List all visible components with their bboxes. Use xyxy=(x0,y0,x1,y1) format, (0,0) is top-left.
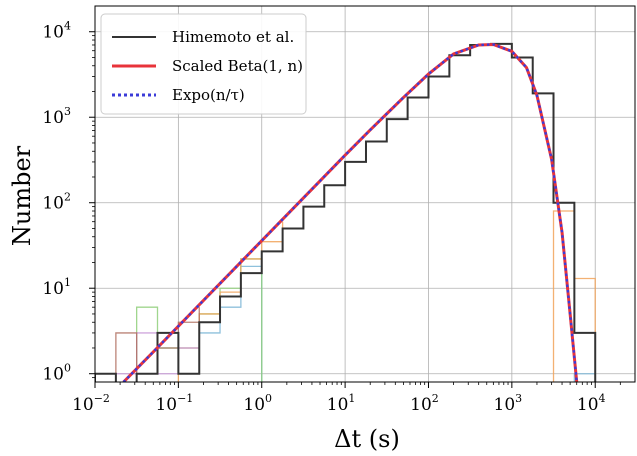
x-tick-label: 100 xyxy=(243,392,272,415)
x-tick-label: 103 xyxy=(494,392,523,415)
y-tick-label: 104 xyxy=(42,20,71,43)
legend-label-expo: Expo(n/τ) xyxy=(172,86,245,104)
series-himemoto-step xyxy=(95,42,597,382)
faint-histogram-2 xyxy=(177,221,284,382)
y-tick-label: 101 xyxy=(42,276,71,299)
faint-histogram-6 xyxy=(573,373,596,382)
faint-histogram-3 xyxy=(115,296,221,382)
series-expo-line xyxy=(122,43,578,382)
legend: Himemoto et al. Scaled Beta(1, n) Expo(n… xyxy=(100,13,307,115)
faint-histograms xyxy=(115,210,596,382)
legend-label-scaled-beta: Scaled Beta(1, n) xyxy=(172,57,303,75)
x-tick-labels: 10−2 10−1 100 101 102 103 104 xyxy=(72,392,605,415)
y-tick-label: 100 xyxy=(42,362,71,385)
x-axis-label: Δt (s) xyxy=(334,425,400,453)
x-tick-label: 10−2 xyxy=(72,392,110,415)
series-layer xyxy=(95,42,597,382)
y-tick-labels: 100 101 102 103 104 xyxy=(42,20,71,385)
y-tick-label: 103 xyxy=(42,105,71,128)
x-tick-label: 102 xyxy=(410,392,439,415)
x-tick-label: 10−1 xyxy=(155,392,193,415)
legend-box xyxy=(100,13,307,115)
legend-label-himemoto: Himemoto et al. xyxy=(172,28,294,46)
tick-marks xyxy=(89,31,621,388)
y-axis-label: Number xyxy=(8,145,36,246)
y-tick-label: 102 xyxy=(42,191,71,214)
x-tick-label: 104 xyxy=(577,392,606,415)
x-tick-label: 101 xyxy=(327,392,356,415)
plot-frame xyxy=(94,5,636,383)
